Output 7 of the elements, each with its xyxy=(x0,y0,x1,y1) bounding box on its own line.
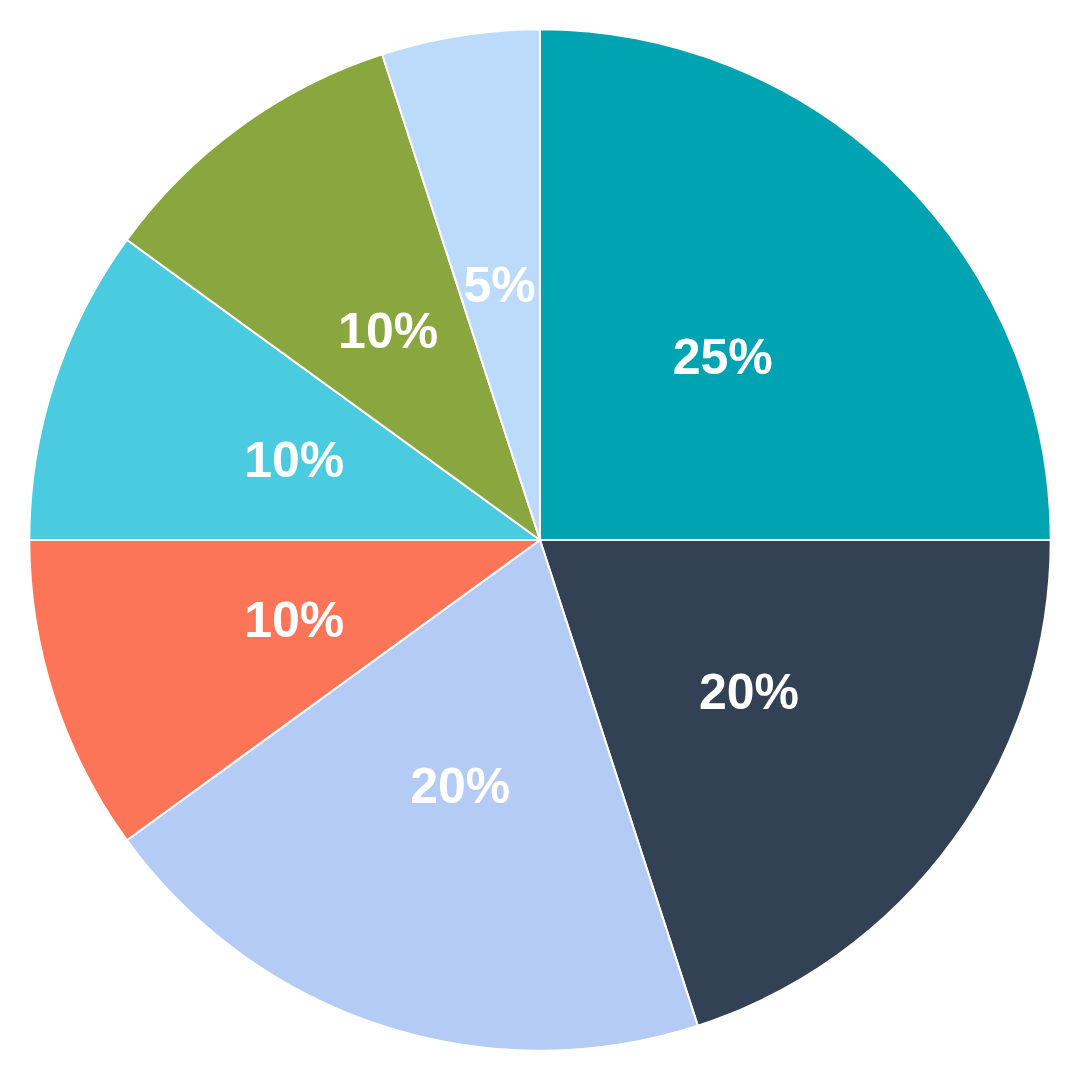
data-label: 20% xyxy=(410,757,511,814)
data-label: 20% xyxy=(698,663,800,720)
data-label: 10% xyxy=(244,591,345,648)
data-label: 10% xyxy=(338,302,439,359)
data-label: 25% xyxy=(672,329,773,386)
data-label: 5% xyxy=(463,256,536,313)
data-label: 10% xyxy=(244,432,345,489)
